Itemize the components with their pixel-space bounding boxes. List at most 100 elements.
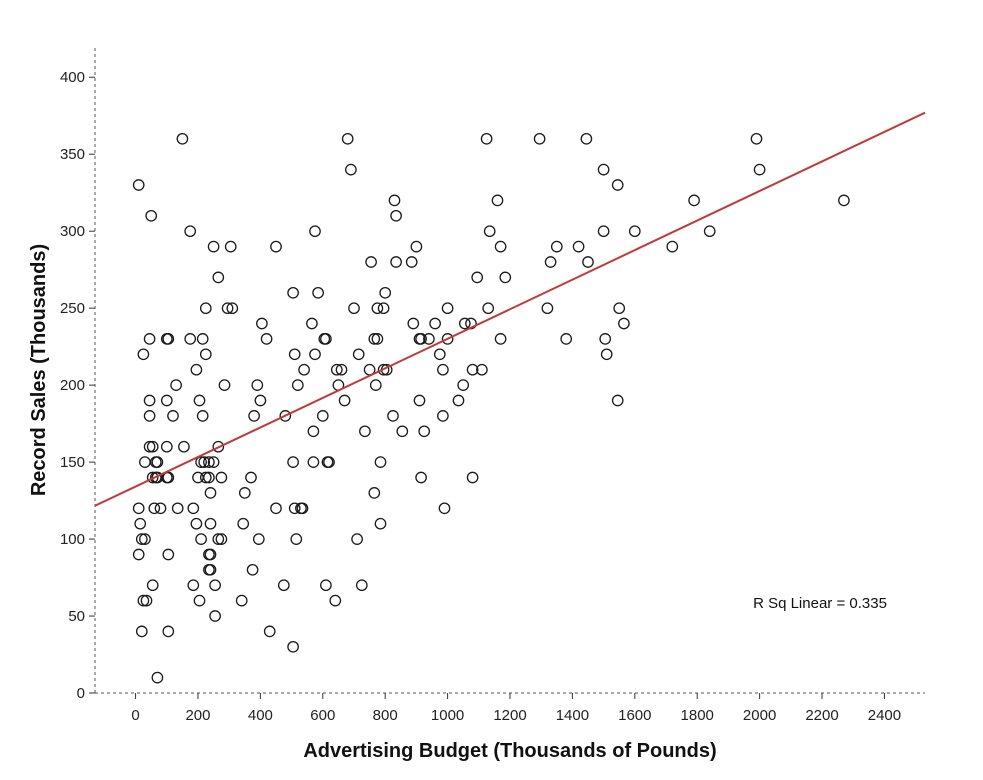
data-point (212, 271, 225, 284)
data-point (544, 256, 557, 268)
data-point (238, 487, 251, 499)
data-point (341, 132, 354, 145)
data-point (151, 671, 164, 684)
data-point (204, 517, 217, 530)
data-point (154, 502, 167, 515)
data-point (277, 579, 290, 592)
data-point (195, 456, 207, 468)
data-point (193, 394, 206, 407)
data-point (132, 179, 145, 191)
data-point (338, 394, 351, 407)
x-tick-label: 1800 (681, 707, 714, 724)
data-point (254, 394, 267, 407)
x-tick-label: 2000 (743, 707, 776, 724)
data-point (377, 363, 390, 376)
data-point (437, 410, 449, 422)
data-point (196, 333, 209, 345)
data-point (270, 240, 282, 253)
fit-line (94, 111, 926, 507)
fit-line-group (94, 111, 926, 507)
data-point (143, 394, 156, 407)
data-point (224, 240, 237, 253)
data-point (433, 348, 446, 361)
data-point (140, 594, 153, 607)
data-point (288, 502, 301, 515)
x-tick-label: 1400 (556, 707, 589, 724)
data-point (143, 440, 156, 453)
data-point (184, 333, 197, 345)
data-point (207, 240, 220, 253)
data-points (132, 132, 850, 684)
data-point (162, 625, 175, 638)
y-tick-label: 50 (68, 608, 85, 625)
data-point (371, 302, 384, 315)
data-point (753, 163, 766, 176)
data-point (348, 302, 360, 315)
data-point (187, 579, 200, 592)
data-point (352, 348, 365, 361)
data-point (499, 271, 512, 284)
data-point (291, 379, 304, 391)
data-point (209, 579, 221, 592)
data-point (307, 425, 320, 438)
data-point (415, 333, 427, 345)
data-point (307, 456, 320, 468)
data-point (207, 456, 220, 468)
x-tick-label: 1600 (618, 707, 651, 724)
data-point (600, 348, 613, 361)
data-point (199, 348, 212, 361)
data-point (199, 471, 212, 484)
data-point (494, 333, 507, 345)
data-point (288, 348, 301, 361)
data-point (309, 348, 321, 361)
data-point (345, 163, 357, 176)
data-point (582, 256, 594, 268)
data-point (483, 225, 496, 238)
y-tick-label: 0 (77, 685, 85, 702)
data-point (368, 333, 381, 345)
data-point (396, 425, 409, 438)
data-point (171, 502, 184, 515)
data-point (184, 225, 197, 238)
data-point (146, 440, 159, 453)
data-point (666, 240, 679, 253)
data-point (423, 333, 435, 345)
data-point (178, 440, 190, 453)
data-point (162, 471, 175, 484)
data-point (209, 610, 221, 622)
data-point (218, 379, 231, 391)
data-point (611, 394, 624, 407)
data-point (212, 440, 225, 453)
data-point (203, 456, 215, 468)
data-point (560, 333, 573, 345)
data-point (199, 302, 212, 315)
data-point (491, 194, 504, 207)
data-point (597, 225, 610, 238)
data-point (196, 410, 209, 422)
data-point (371, 333, 384, 345)
data-point (306, 317, 318, 330)
y-tick-label: 150 (60, 454, 85, 471)
data-point (260, 333, 273, 345)
data-point (541, 302, 554, 315)
data-point (137, 594, 150, 607)
data-point (750, 132, 763, 145)
data-point (237, 517, 250, 530)
data-point (135, 533, 148, 545)
data-point (480, 132, 493, 145)
x-tick-label: 1200 (493, 707, 526, 724)
data-point (597, 163, 610, 176)
data-point (190, 363, 203, 376)
data-point (160, 440, 173, 453)
data-point (390, 256, 402, 268)
data-point (137, 348, 150, 361)
data-point (167, 410, 179, 422)
data-point (287, 640, 299, 653)
x-axis-title: Advertising Budget (Thousands of Pounds) (303, 740, 716, 762)
data-point (368, 487, 381, 499)
data-point (204, 563, 217, 576)
data-point (245, 471, 257, 484)
data-point (132, 502, 145, 515)
data-point (457, 379, 470, 391)
